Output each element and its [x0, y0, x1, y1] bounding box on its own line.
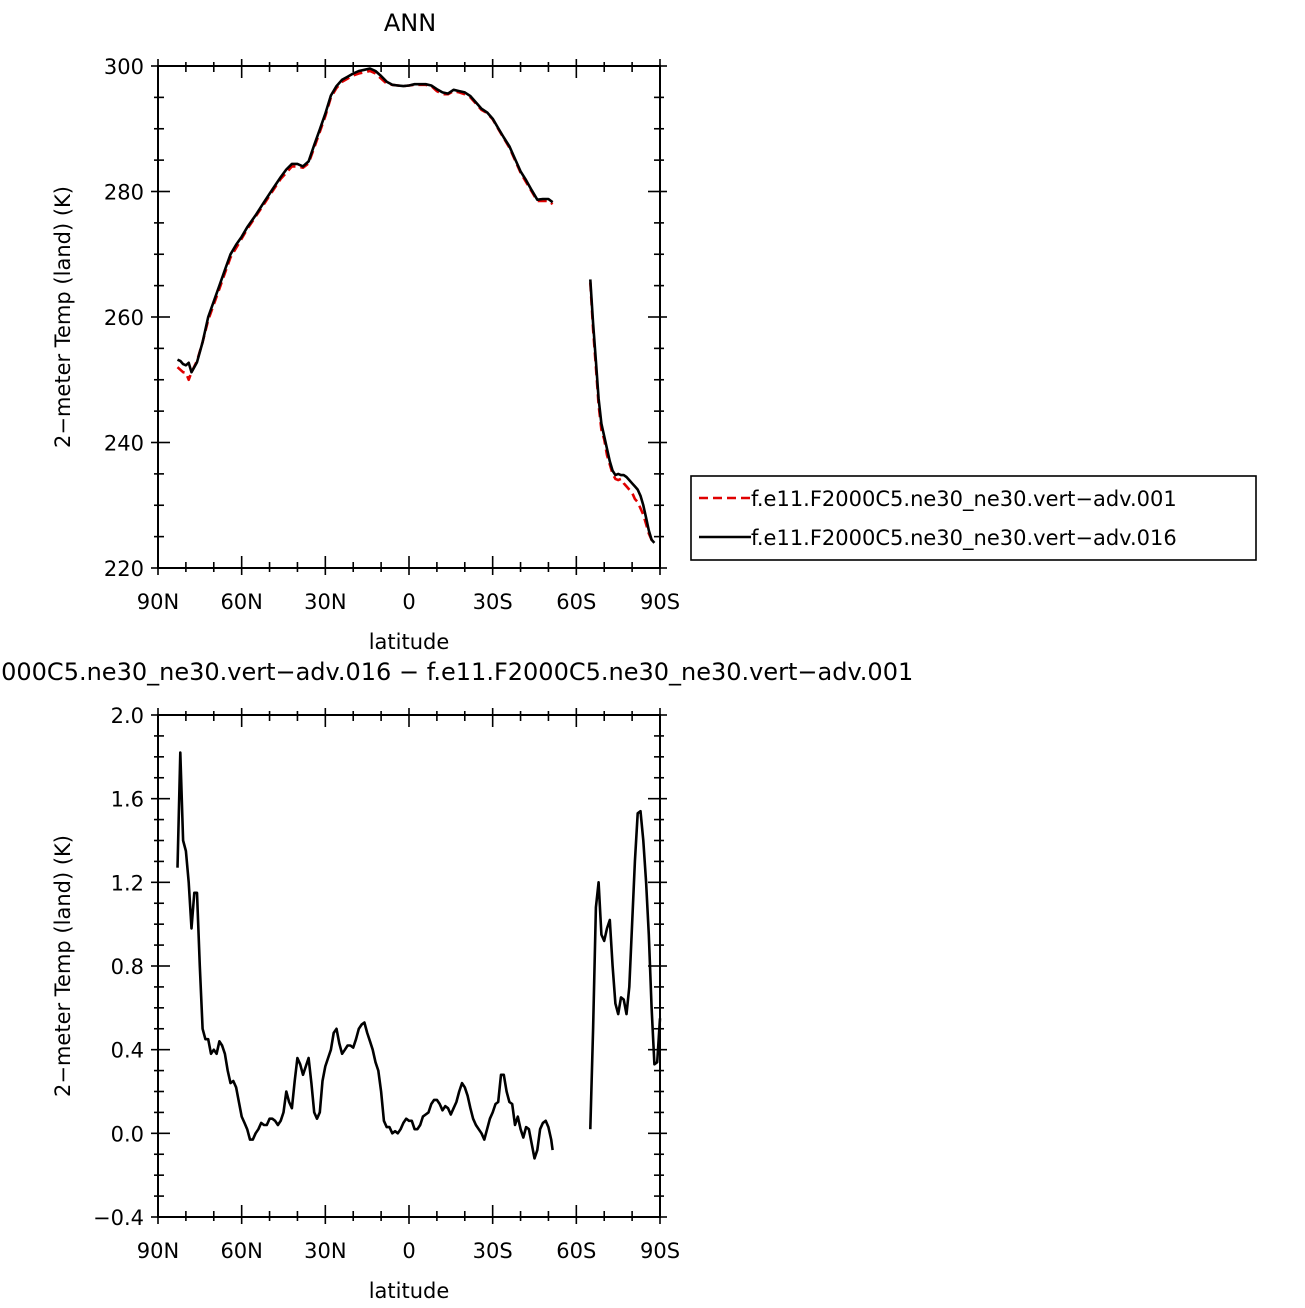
- series-line-1: [589, 279, 656, 544]
- y-tick-label: 0.4: [111, 1039, 144, 1063]
- y-tick-label: 1.6: [111, 788, 144, 812]
- legend-label: f.e11.F2000C5.ne30_ne30.vert−adv.016: [751, 526, 1177, 551]
- x-axis-title: latitude: [369, 1279, 450, 1303]
- y-axis-title: 2−meter Temp (land) (K): [51, 186, 75, 448]
- x-tick-label: 30N: [304, 1239, 346, 1263]
- series-line-0: [589, 809, 662, 1130]
- x-tick-label: 90S: [640, 1239, 680, 1263]
- chart-title: ANN: [384, 9, 436, 37]
- y-tick-label: 2.0: [111, 704, 144, 728]
- x-axis-title: latitude: [369, 630, 450, 654]
- chart-title: f.e11.F2000C5.ne30_ne30.vert−adv.016 − f…: [0, 658, 913, 686]
- top-chart-temperature: ANN 90N 60N 30N 0 30S 60S 90S 220 240 260 280 300 lat…: [51, 9, 1257, 654]
- series-line-1: [176, 67, 554, 374]
- bottom-chart-difference: f.e11.F2000C5.ne30_ne30.vert−adv.016 − f…: [0, 658, 913, 1303]
- y-tick-label: 0.8: [111, 955, 144, 979]
- x-tick-label: 60S: [556, 1239, 596, 1263]
- y-tick-label: 260: [104, 306, 144, 330]
- y-tick-label: 220: [104, 557, 144, 581]
- plot-frame: [157, 714, 661, 1218]
- legend-box: [690, 475, 1257, 561]
- x-tick-label: 30N: [304, 590, 346, 614]
- y-tick-label: 1.2: [111, 871, 144, 895]
- x-tick-label: 0: [402, 590, 415, 614]
- x-tick-label: 30S: [473, 1239, 513, 1263]
- legend-label: f.e11.F2000C5.ne30_ne30.vert−adv.001: [751, 487, 1177, 512]
- plot-frame: [157, 65, 661, 569]
- x-tick-label: 90N: [137, 590, 179, 614]
- x-tick-label: 60S: [556, 590, 596, 614]
- y-tick-label: 240: [104, 432, 144, 456]
- y-tick-label: 300: [104, 55, 144, 79]
- x-tick-label: 60N: [220, 1239, 262, 1263]
- x-tick-label: 0: [402, 1239, 415, 1263]
- x-tick-label: 60N: [220, 590, 262, 614]
- series-line-0: [176, 751, 554, 1160]
- y-tick-label: 0.0: [111, 1122, 144, 1146]
- y-axis-title: 2−meter Temp (land) (K): [51, 835, 75, 1097]
- x-tick-label: 90S: [640, 590, 680, 614]
- x-tick-label: 30S: [473, 590, 513, 614]
- y-tick-label: 280: [104, 181, 144, 205]
- series-line-0: [176, 69, 554, 382]
- y-tick-label: −0.4: [93, 1206, 144, 1230]
- x-tick-label: 90N: [137, 1239, 179, 1263]
